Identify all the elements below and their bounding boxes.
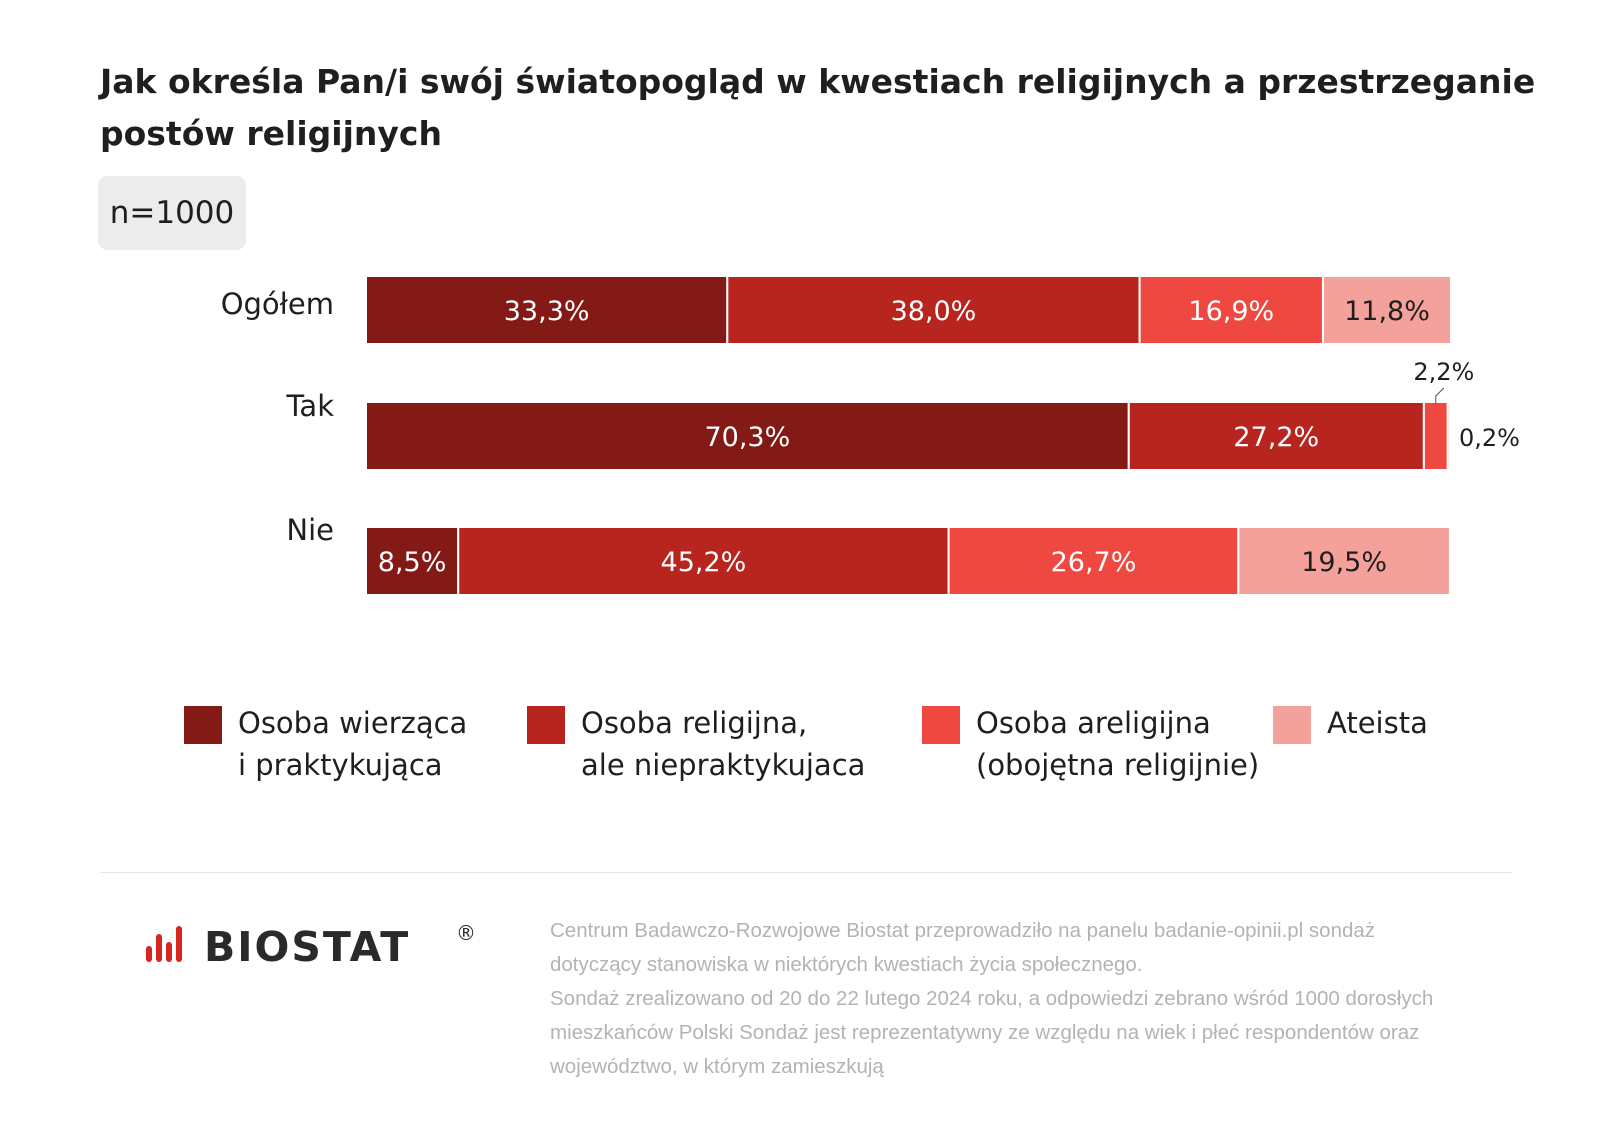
bar-segment <box>365 526 460 596</box>
bar-segment <box>1237 526 1451 596</box>
footnote-line: Centrum Badawczo-Rozwojowe Biostat przep… <box>550 919 1376 942</box>
legend-label-line: Osoba areligijna <box>976 706 1211 740</box>
data-label: 27,2% <box>1233 422 1319 453</box>
category-label: Nie <box>286 513 334 547</box>
bar-segment <box>1422 401 1449 471</box>
legend-label-line: Osoba religijna, <box>581 706 808 740</box>
stacked-bar-chart: Ogółem 33,3% 38,0% 16,9% 11,8% Tak 70,3% 27,2% 2… <box>221 275 1520 596</box>
chart-title-line-2: postów religijnych <box>100 114 442 153</box>
legend-label: Ateista <box>1327 702 1428 744</box>
legend-swatch <box>1273 706 1311 744</box>
legend-item-atheist: Ateista <box>1273 706 1428 744</box>
category-label: Ogółem <box>221 287 334 321</box>
data-label: 16,9% <box>1188 296 1274 327</box>
footnote-line: województwo, w którym zamieszkują <box>550 1055 884 1078</box>
legend-label-line: (obojętna religijnie) <box>976 748 1260 782</box>
legend-swatch <box>184 706 222 744</box>
legend-label-line: i praktykująca <box>238 748 443 782</box>
data-label: 2,2% <box>1413 358 1474 386</box>
legend-swatch <box>922 706 960 744</box>
legend-label-line: Ateista <box>1327 706 1428 740</box>
data-label: 70,3% <box>704 422 790 453</box>
data-label: 0,2% <box>1459 424 1520 452</box>
sample-size-badge: n=1000 <box>98 176 246 250</box>
footnote-line: Sondaż zrealizowano od 20 do 22 lutego 2… <box>550 987 1434 1010</box>
legend-label: Osoba areligijna (obojętna religijnie) <box>976 702 1259 786</box>
footnote-line: dotyczący stanowiska w niektórych kwesti… <box>550 953 1143 976</box>
bar-segment <box>1127 401 1425 471</box>
bar-segment <box>1446 401 1451 471</box>
legend-item-believer-practicing: Osoba wierząca i praktykująca <box>184 706 467 786</box>
bar-segment <box>726 275 1141 345</box>
logo-bars-icon <box>146 926 182 962</box>
legend-label-line: ale niepraktykujaca <box>581 748 866 782</box>
category-label: Tak <box>286 389 335 423</box>
bar-segment <box>365 275 729 345</box>
legend-label: Osoba wierząca i praktykująca <box>238 702 467 786</box>
data-label: 8,5% <box>378 547 447 578</box>
legend-item-religious-nonpracticing: Osoba religijna, ale niepraktykujaca <box>527 706 865 786</box>
data-label-leader <box>1435 387 1445 404</box>
data-label: 33,3% <box>504 296 590 327</box>
footnote-line: mieszkańców Polski Sondaż jest reprezent… <box>550 1021 1420 1044</box>
chart-title-line-1: Jak określa Pan/i swój światopogląd w kw… <box>100 62 1536 101</box>
data-label: 26,7% <box>1051 547 1137 578</box>
footer-divider <box>100 872 1512 873</box>
survey-footnote: Centrum Badawczo-Rozwojowe Biostat przep… <box>550 914 1510 1084</box>
bar-segment <box>1321 275 1452 345</box>
biostat-logo: BIOSTAT ® <box>146 922 476 971</box>
chart-title: Jak określa Pan/i swój światopogląd w kw… <box>100 56 1536 160</box>
legend-label: Osoba religijna, ale niepraktykujaca <box>581 702 865 786</box>
legend-item-areligious: Osoba areligijna (obojętna religijnie) <box>922 706 1259 786</box>
data-label: 45,2% <box>661 547 747 578</box>
data-label: 19,5% <box>1301 547 1387 578</box>
logo-wordmark: BIOSTAT <box>204 923 410 971</box>
bar-segment <box>1138 275 1324 345</box>
legend-swatch <box>527 706 565 744</box>
registered-mark: ® <box>456 922 476 945</box>
bar-segment <box>947 526 1240 596</box>
data-label: 11,8% <box>1344 296 1430 327</box>
bar-segment <box>365 401 1130 471</box>
legend-label-line: Osoba wierząca <box>238 706 468 740</box>
data-label: 38,0% <box>891 296 977 327</box>
